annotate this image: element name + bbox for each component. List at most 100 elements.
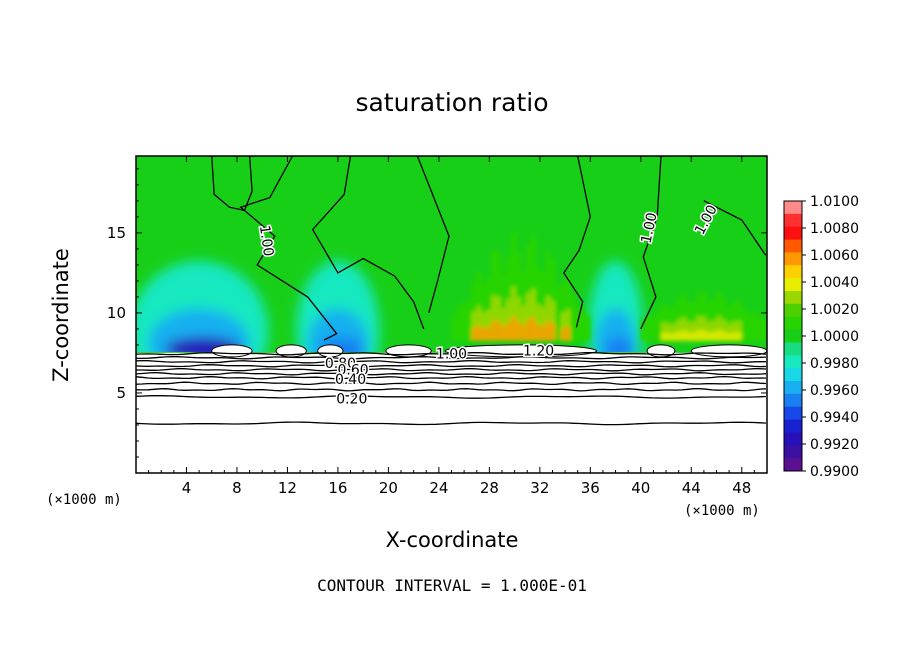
moist-plume — [535, 267, 542, 341]
moist-plume-core — [550, 300, 556, 341]
moist-plume-core — [691, 321, 697, 341]
moist-plume-core — [486, 309, 491, 341]
moist-plume-max — [536, 324, 541, 341]
x-tick-label: 16 — [328, 479, 347, 497]
x-tick-label: 40 — [631, 479, 650, 497]
moist-regions — [451, 232, 767, 341]
contour-line — [136, 368, 767, 372]
moist-plume-max — [506, 321, 511, 341]
moist-plume-max — [531, 317, 536, 341]
x-tick-label: 48 — [732, 479, 751, 497]
contour-line — [136, 381, 767, 386]
moist-plume-core — [711, 320, 717, 341]
moist-plume-max — [696, 329, 701, 341]
moist-plume-core — [721, 319, 727, 341]
moist-plume-max — [501, 325, 506, 341]
colorbar-swatch — [784, 201, 802, 215]
contour-label: 1.20 — [523, 343, 554, 359]
moist-plume — [751, 311, 758, 341]
x-tick-label: 36 — [581, 479, 600, 497]
moist-plume-max — [566, 326, 571, 341]
moist-plume-max — [722, 331, 727, 341]
moist-plume-max — [526, 319, 531, 341]
colorbar-swatch — [784, 226, 802, 241]
moist-plume-core — [686, 321, 691, 341]
moist-plume — [655, 311, 662, 341]
moist-plume — [665, 305, 672, 341]
moist-plume-max — [546, 320, 551, 341]
colorbar-swatch — [784, 342, 802, 356]
moist-plume-core — [481, 312, 486, 341]
contour-label: 1.00 — [436, 347, 467, 363]
x-tick-label: 32 — [530, 479, 549, 497]
moist-plume — [570, 293, 576, 341]
moist-plume-core — [560, 312, 566, 341]
moist-plume-max — [737, 331, 742, 341]
moist-plume-core — [531, 288, 536, 341]
moist-plume-core — [701, 316, 707, 341]
contour-line-1.00 — [239, 156, 338, 341]
moist-plume-max — [561, 328, 566, 341]
colorbar-tick-label: 1.0060 — [810, 248, 859, 264]
contour-line — [136, 355, 767, 360]
colorbar-swatch — [784, 239, 802, 253]
colorbar-tick-label: 0.9980 — [810, 356, 859, 372]
moist-plume-core — [716, 316, 722, 341]
colorbar-swatch — [784, 213, 802, 228]
contour-label: 1.00 — [256, 224, 276, 257]
moist-plume-max — [476, 325, 481, 341]
colorbar-tick-label: 0.9900 — [810, 464, 859, 480]
moist-plume-max — [481, 328, 486, 341]
colorbar-tick-label: 1.0100 — [810, 194, 859, 210]
chart-title: saturation ratio — [355, 88, 549, 117]
moist-plume — [756, 315, 763, 341]
colorbar-tick-label: 0.9960 — [810, 383, 859, 399]
y-axis-label: Z-coordinate — [49, 248, 73, 382]
moist-plume-core — [726, 323, 732, 341]
moist-plume-max — [681, 330, 686, 341]
moist-plume-core — [681, 317, 686, 341]
moist-plume-core — [676, 320, 681, 341]
colorbar-tick-label: 1.0080 — [810, 221, 859, 237]
moist-plume-max — [486, 326, 491, 341]
cloud-base-patch — [317, 344, 344, 358]
x-tick-label: 20 — [379, 479, 398, 497]
moist-plume-core — [541, 306, 546, 341]
moist-plume-max — [521, 325, 526, 341]
colorbar-swatch — [784, 368, 802, 382]
cloud-base-patch — [690, 344, 767, 358]
contour-line — [136, 364, 767, 368]
colorbar-swatch — [784, 303, 802, 318]
moist-plume-core — [737, 320, 742, 341]
colorbar-swatch — [784, 291, 802, 305]
plot-area: 1.00 1.00 1.001.00 1.200.800.600.400.20 — [136, 156, 767, 473]
x-unit-label: (×1000 m) — [684, 503, 760, 519]
contour-line — [136, 375, 767, 380]
x-tick-label: 8 — [232, 479, 242, 497]
contour-line-1.00 — [311, 156, 425, 330]
moist-plume — [466, 301, 472, 341]
moist-plume — [451, 317, 457, 341]
colorbar-tick-label: 0.9940 — [810, 410, 859, 426]
moist-plume-max — [686, 332, 691, 341]
colorbar-swatch — [784, 419, 802, 433]
moist-plume — [580, 308, 586, 341]
colorbar-tick-label: 1.0040 — [810, 275, 859, 291]
contour-label: 0.80 — [325, 356, 356, 372]
y-tick-label: 15 — [107, 224, 126, 242]
moist-plume-core — [476, 306, 481, 341]
moist-plume-core — [731, 321, 737, 341]
moist-plume — [761, 319, 767, 341]
x-tick-label: 44 — [682, 479, 701, 497]
moist-plume — [711, 299, 717, 341]
moist-plume-max — [701, 330, 706, 341]
y-tick-label: 5 — [116, 384, 126, 402]
contour-label: 1.00 — [639, 211, 661, 245]
moist-plume-max — [711, 331, 716, 341]
moist-plume — [585, 315, 591, 341]
colorbar-tick-label: 0.9920 — [810, 437, 859, 453]
y-tick-label: 10 — [107, 304, 126, 322]
moist-plume-max — [666, 332, 671, 341]
